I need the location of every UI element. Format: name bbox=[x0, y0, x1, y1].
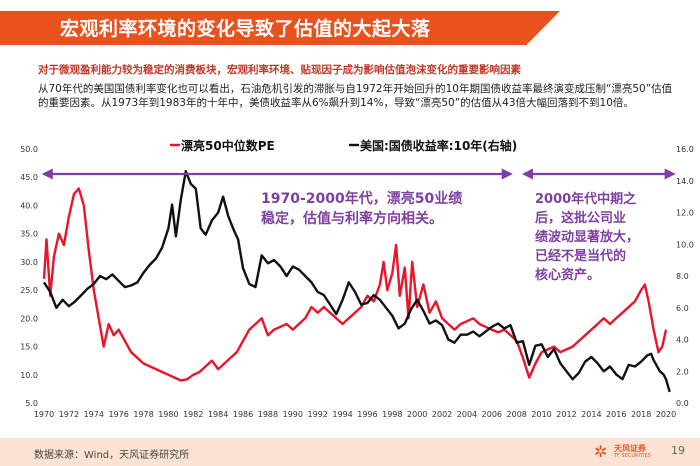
legend-label-pe: 漂亮50中位数PE bbox=[181, 138, 275, 153]
x-tick-1998: 1998 bbox=[382, 410, 402, 419]
legend-label-yield: 美国:国债收益率:10年(右轴) bbox=[360, 138, 517, 153]
logo-subtext: TF SECURITIES bbox=[614, 453, 651, 459]
y-tick-left-35.0: 35.0 bbox=[20, 230, 38, 239]
annotation-line-5: 绩波动显著放大， bbox=[535, 229, 639, 245]
pe-yield-chart: 5.0 10.0 15.0 20.0 25.0 30.0 35.0 40.0 45.0 50.0 0… bbox=[20, 138, 694, 419]
y-tick-right-10.0: 10.0 bbox=[676, 240, 694, 249]
annotation-line-3: 2000年代中期之 bbox=[535, 191, 636, 207]
y-tick-left-30.0: 30.0 bbox=[20, 258, 38, 267]
y-tick-right-14.0: 14.0 bbox=[676, 177, 694, 186]
y-tick-right-0.0: 0.0 bbox=[676, 399, 689, 408]
y-tick-right-4.0: 4.0 bbox=[676, 336, 689, 345]
logo-name: 天风证券 bbox=[614, 444, 646, 453]
x-tick-1980: 1980 bbox=[158, 410, 178, 419]
data-source: 数据来源：Wind，天风证券研究所 bbox=[34, 450, 190, 461]
y-tick-left-20.0: 20.0 bbox=[20, 314, 38, 323]
x-tick-2012: 2012 bbox=[556, 410, 576, 419]
x-tick-2002: 2002 bbox=[432, 410, 452, 419]
x-tick-2006: 2006 bbox=[482, 410, 502, 419]
x-tick-1996: 1996 bbox=[357, 410, 377, 419]
y-tick-right-6.0: 6.0 bbox=[676, 304, 689, 313]
y-tick-left-10.0: 10.0 bbox=[20, 371, 38, 380]
body-paragraph: 从70年代的美国国债利率变化也可以看出，石油危机引发的滞胀与自1972年开始回升… bbox=[38, 83, 673, 109]
x-tick-1978: 1978 bbox=[133, 410, 153, 419]
y-tick-right-12.0: 12.0 bbox=[676, 209, 694, 218]
y-tick-right-16.0: 16.0 bbox=[676, 145, 694, 154]
annotation-line-4: 后，这批公司业 bbox=[535, 210, 626, 226]
annotation-line-7: 核心资产。 bbox=[535, 267, 600, 283]
yield-series-line bbox=[42, 170, 671, 393]
y-tick-left-5.0: 5.0 bbox=[25, 399, 38, 408]
company-logo: ✲ 天风证券 TF SECURITIES bbox=[594, 441, 654, 463]
footer-bar bbox=[0, 438, 700, 466]
x-tick-1990: 1990 bbox=[283, 410, 303, 419]
subtitle: 对于微观盈利能力较为稳定的消费板块，宏观利率环境、贴现因子成为影响估值泡沫变化的… bbox=[38, 64, 521, 76]
y-tick-left-40.0: 40.0 bbox=[20, 201, 38, 210]
x-tick-1974: 1974 bbox=[84, 410, 104, 419]
title-bar bbox=[0, 11, 560, 45]
page-title: 宏观利率环境的变化导致了估值的大起大落 bbox=[60, 18, 431, 40]
logo-icon: ✲ bbox=[594, 442, 608, 461]
x-tick-2008: 2008 bbox=[507, 410, 527, 419]
annotation-line-1: 1970-2000年代，漂亮50业绩 bbox=[261, 190, 462, 207]
x-tick-2016: 2016 bbox=[606, 410, 626, 419]
x-tick-1970: 1970 bbox=[34, 410, 54, 419]
x-tick-1988: 1988 bbox=[258, 410, 278, 419]
x-tick-2014: 2014 bbox=[581, 410, 601, 419]
x-tick-2004: 2004 bbox=[457, 410, 477, 419]
x-tick-1976: 1976 bbox=[108, 410, 128, 419]
x-tick-1986: 1986 bbox=[233, 410, 253, 419]
x-tick-1992: 1992 bbox=[308, 410, 328, 419]
y-tick-right-8.0: 8.0 bbox=[676, 272, 689, 281]
x-tick-2018: 2018 bbox=[631, 410, 651, 419]
x-tick-2020: 2020 bbox=[656, 410, 676, 419]
annotation-line-2: 稳定，估值与利率方向相关。 bbox=[261, 210, 443, 227]
y-tick-left-25.0: 25.0 bbox=[20, 286, 38, 295]
y-tick-left-45.0: 45.0 bbox=[20, 173, 38, 182]
y-tick-right-2.0: 2.0 bbox=[676, 367, 689, 376]
x-tick-1984: 1984 bbox=[208, 410, 228, 419]
x-tick-1994: 1994 bbox=[332, 410, 352, 419]
annotation-line-6: 已经不是当代的 bbox=[535, 248, 626, 264]
y-tick-left-50.0: 50.0 bbox=[20, 145, 38, 154]
pe-series-line bbox=[42, 187, 668, 382]
page-number: 19 bbox=[671, 444, 685, 457]
x-tick-2000: 2000 bbox=[407, 410, 427, 419]
y-tick-left-15.0: 15.0 bbox=[20, 343, 38, 352]
x-tick-1972: 1972 bbox=[59, 410, 79, 419]
x-tick-1982: 1982 bbox=[183, 410, 203, 419]
x-tick-2010: 2010 bbox=[531, 410, 551, 419]
